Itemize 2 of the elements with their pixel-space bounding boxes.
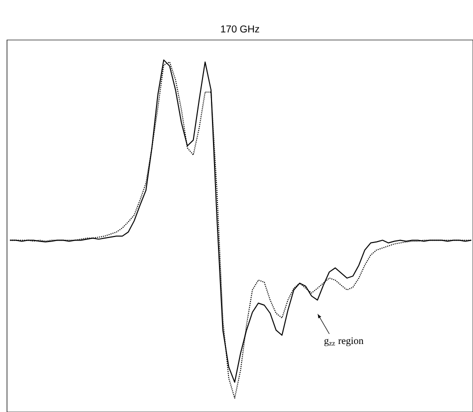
- annotation: g$_{zz}$ region: [324, 337, 364, 346]
- chart-title: 170 GHz: [221, 25, 260, 32]
